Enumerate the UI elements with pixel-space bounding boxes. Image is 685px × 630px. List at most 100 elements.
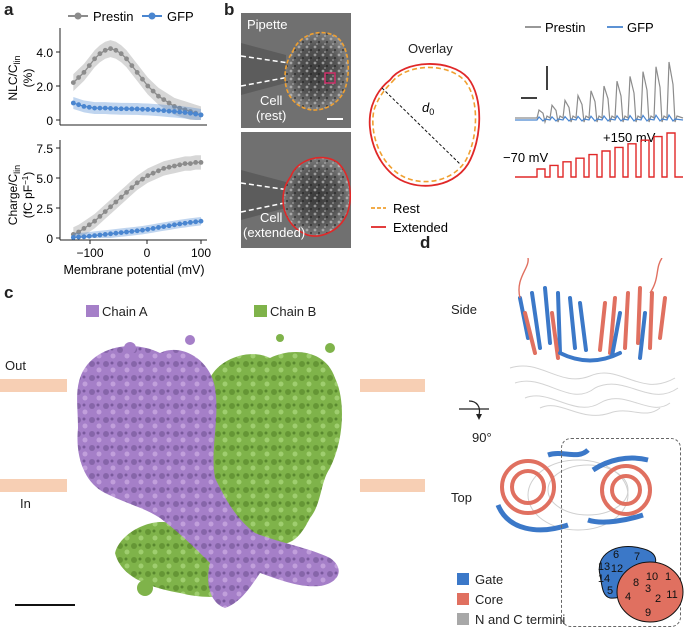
gate-number-12: 12 bbox=[611, 563, 623, 575]
current-traces: Prestin GFP +150 mV −70 mV bbox=[503, 20, 684, 178]
bottom-gfp-point bbox=[134, 228, 140, 234]
panel-a-legend: Prestin GFP bbox=[68, 9, 194, 24]
micrograph-rest: Pipette Cell (rest) bbox=[241, 13, 351, 128]
voltage-high-label: +150 mV bbox=[603, 130, 656, 145]
bottom-prestin-point bbox=[102, 209, 108, 215]
top-prestin-point bbox=[113, 47, 119, 53]
bottom-gfp-point bbox=[177, 221, 183, 227]
legend-prestin-marker bbox=[74, 12, 82, 20]
bottom-gfp-point bbox=[198, 218, 204, 224]
top-prestin-point bbox=[156, 93, 161, 99]
bottom-prestin-point bbox=[150, 170, 156, 176]
top-chart-axes bbox=[59, 28, 207, 126]
bottom-prestin-point bbox=[145, 173, 151, 179]
bottom-ylabel-unit: (fC pF−1) bbox=[21, 172, 35, 218]
bottom-gfp-point bbox=[172, 222, 177, 228]
bottom-prestin-point bbox=[161, 166, 167, 171]
top-gfp-point bbox=[177, 109, 183, 115]
cryo-em-density-map bbox=[77, 334, 342, 608]
legend-gfp-label: GFP bbox=[167, 9, 194, 24]
side-view-structure bbox=[509, 258, 679, 416]
bottom-prestin-point bbox=[187, 161, 193, 167]
bottom-ytick-7.5: 7.5 bbox=[36, 142, 53, 156]
bottom-ytick-2.5: 2.5 bbox=[36, 202, 53, 216]
bottom-chart-axes bbox=[59, 140, 207, 241]
top-gfp-point bbox=[108, 106, 113, 111]
top-prestin-point bbox=[172, 104, 177, 109]
x-axis-label: Membrane potential (mV) bbox=[63, 263, 204, 277]
top-prestin-point bbox=[161, 97, 167, 102]
panel-a-charts: Prestin GFP 4.0 2.0 0 NLC/Clin (%) 7.5 5… bbox=[6, 9, 211, 277]
bottom-gfp-point bbox=[150, 226, 156, 231]
cell-rest-label: Cell bbox=[260, 93, 283, 108]
membrane-in-right bbox=[360, 479, 425, 492]
x-ticks: −100 0 100 bbox=[76, 240, 211, 260]
panel-label-c: c bbox=[4, 283, 14, 302]
chain-a-density bbox=[77, 346, 339, 608]
top-gfp-point bbox=[92, 105, 97, 111]
top-gfp-point bbox=[166, 108, 172, 114]
top-prestin-point bbox=[140, 76, 145, 82]
membrane-out-left bbox=[0, 379, 67, 392]
bottom-gfp-point bbox=[161, 224, 167, 230]
top-prestin-point bbox=[118, 51, 124, 57]
overlay-legend: Rest Extended bbox=[371, 201, 448, 235]
core-number-8: 8 bbox=[633, 577, 639, 589]
core-number-4: 4 bbox=[625, 591, 631, 603]
bottom-gfp-point bbox=[187, 220, 193, 225]
top-prestin-point bbox=[108, 46, 113, 51]
bottom-gfp-point bbox=[124, 229, 129, 235]
top-prestin-point bbox=[145, 83, 151, 89]
bottom-gfp-point bbox=[129, 229, 135, 234]
top-gfp-point bbox=[145, 107, 151, 112]
bottom-gfp-point bbox=[81, 234, 87, 240]
top-gfp-point bbox=[161, 108, 167, 114]
top-gfp-point bbox=[182, 110, 188, 115]
top-gfp-point bbox=[187, 110, 193, 116]
top-prestin-band bbox=[73, 40, 201, 120]
top-ytick-2: 2.0 bbox=[36, 80, 53, 94]
top-gfp-point bbox=[76, 102, 82, 108]
bottom-prestin-point bbox=[81, 226, 87, 231]
bottom-gfp-point bbox=[76, 234, 82, 240]
bottom-ylabel: Charge/Clin bbox=[6, 165, 22, 225]
bottom-prestin-point bbox=[113, 199, 119, 205]
overlay-extended-outline bbox=[368, 63, 481, 187]
bottom-prestin-point bbox=[198, 160, 204, 165]
top-gfp-point bbox=[81, 104, 87, 109]
top-prestin-point bbox=[76, 75, 82, 80]
bottom-gfp-point bbox=[97, 232, 103, 238]
gate-number-13: 13 bbox=[598, 561, 610, 573]
top-prestin-point bbox=[81, 70, 87, 75]
overlay-rest-outline bbox=[372, 66, 477, 183]
bottom-prestin-point bbox=[97, 214, 103, 219]
top-ytick-4: 4.0 bbox=[36, 46, 53, 60]
top-gfp-point bbox=[113, 106, 119, 112]
bottom-ytick-0: 0 bbox=[46, 232, 53, 246]
top-gfp-point bbox=[97, 105, 103, 111]
xtick-neg100: −100 bbox=[76, 246, 103, 260]
chain-b-label: Chain B bbox=[270, 304, 317, 319]
bottom-prestin-band bbox=[73, 155, 201, 238]
bottom-prestin-point bbox=[193, 160, 199, 165]
top-gfp-point bbox=[193, 111, 199, 117]
top-gfp-point bbox=[140, 106, 145, 112]
bottom-ytick-5: 5.0 bbox=[36, 172, 53, 186]
bottom-gfp-point bbox=[156, 225, 161, 230]
topology-diagram: 6 7 13 12 14 5 10 1 8 3 4 11 2 9 bbox=[598, 546, 684, 623]
top-view-chain-left bbox=[495, 448, 590, 533]
out-label: Out bbox=[5, 358, 26, 373]
chain-b-density bbox=[115, 352, 342, 597]
legend-gate-swatch bbox=[457, 573, 469, 585]
cell-extended-state: (extended) bbox=[243, 225, 306, 240]
bottom-gfp-point bbox=[70, 235, 76, 240]
legend-termini-swatch bbox=[457, 613, 469, 625]
bottom-gfp-point bbox=[118, 230, 124, 236]
bottom-prestin-point bbox=[129, 185, 135, 191]
bottom-prestin-point bbox=[76, 229, 82, 235]
gate-number-14: 14 bbox=[598, 573, 610, 585]
top-gfp-point bbox=[172, 109, 177, 114]
core-number-2: 2 bbox=[655, 593, 661, 605]
inset-box bbox=[561, 438, 681, 627]
bottom-gfp-point bbox=[140, 227, 145, 233]
